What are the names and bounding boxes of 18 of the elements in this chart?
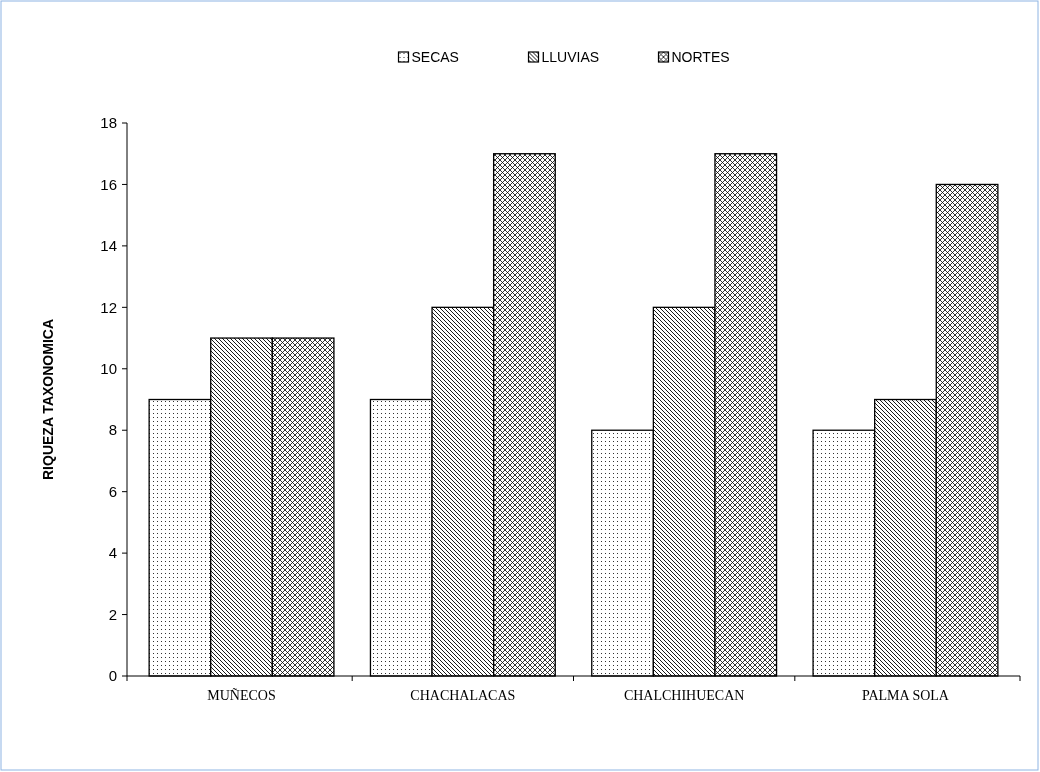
x-tick-label: PALMA SOLA xyxy=(861,688,950,703)
y-tick-label: 4 xyxy=(108,544,117,562)
y-axis-title: RIQUEZA TAXONOMICA xyxy=(40,319,56,480)
y-tick-label: 0 xyxy=(108,667,117,685)
y-tick-label: 10 xyxy=(100,360,117,378)
legend-label: LLUVIAS xyxy=(541,48,600,65)
y-tick-label: 12 xyxy=(100,298,117,316)
legend-label: NORTES xyxy=(671,48,730,65)
x-tick-label: MUÑECOS xyxy=(207,688,276,703)
y-tick-label: 18 xyxy=(100,114,117,132)
y-tick-label: 2 xyxy=(108,605,117,623)
legend-label: SECAS xyxy=(411,48,459,65)
y-tick-label: 14 xyxy=(100,237,117,255)
y-tick-label: 8 xyxy=(108,421,117,439)
y-tick-label: 6 xyxy=(108,482,117,500)
x-tick-label: CHACHALACAS xyxy=(410,688,516,703)
x-tick-label: CHALCHIHUECAN xyxy=(623,688,745,703)
y-tick-label: 16 xyxy=(100,175,117,193)
